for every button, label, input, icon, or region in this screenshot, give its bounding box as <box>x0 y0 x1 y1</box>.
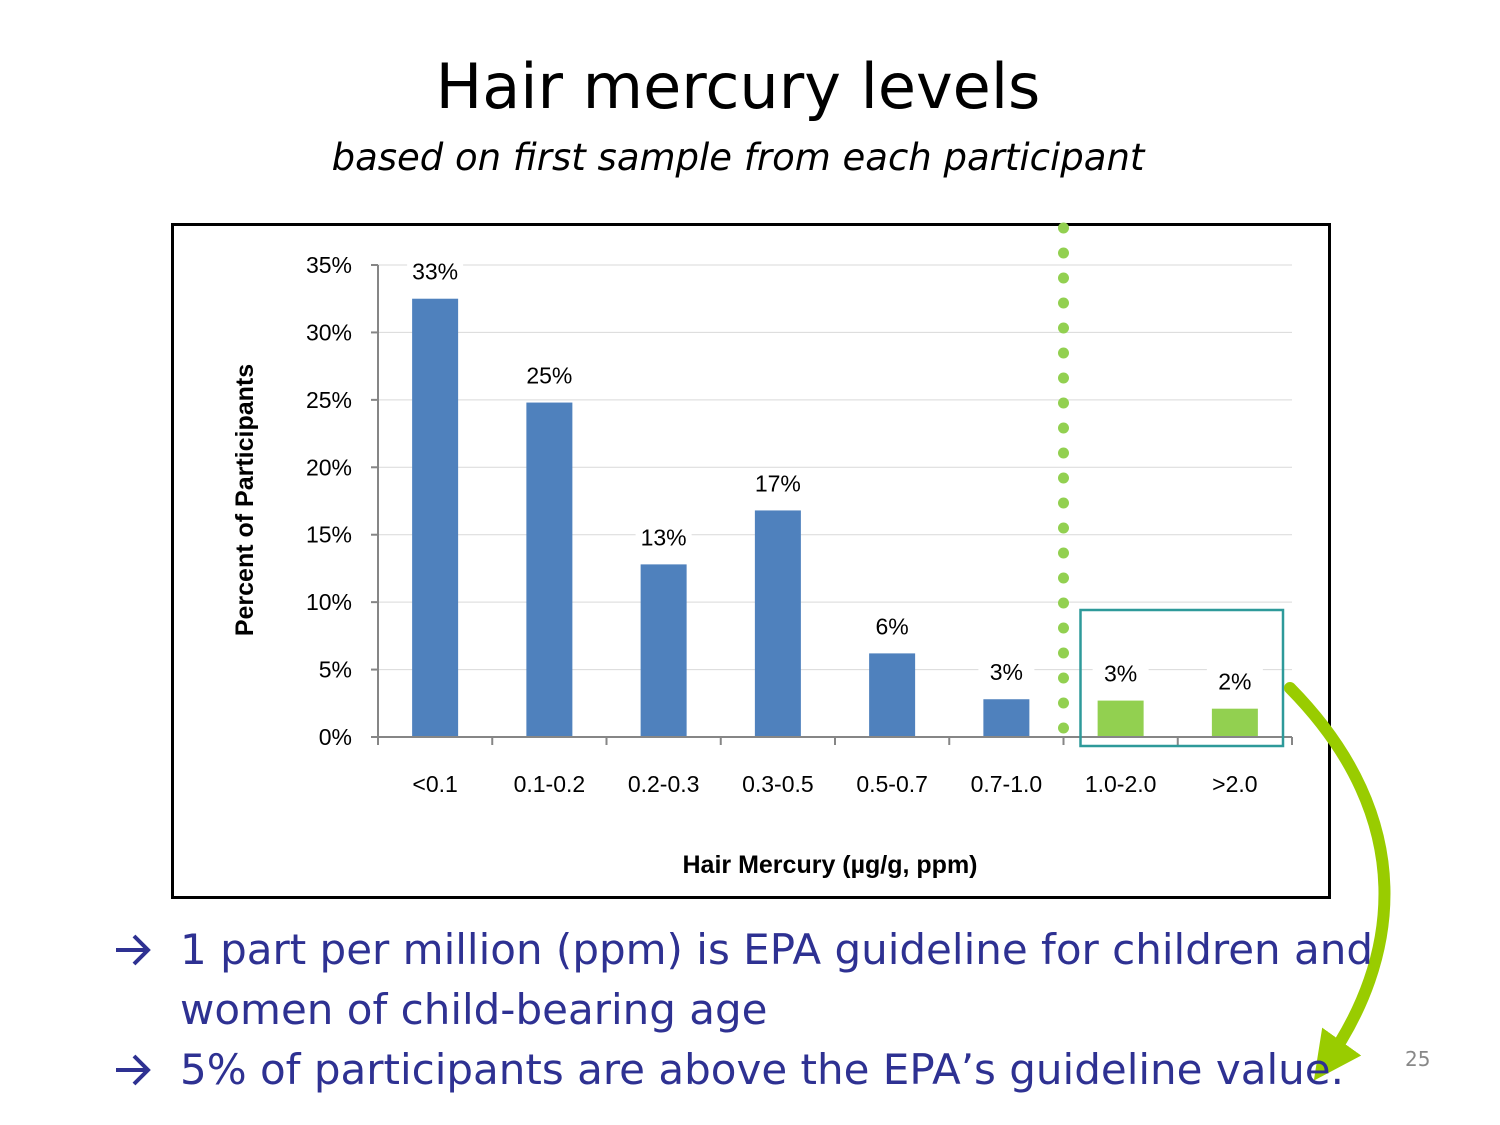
right-arrow-icon <box>110 920 154 996</box>
x-axis-label: Hair Mercury (µg/g, ppm) <box>683 851 978 879</box>
x-tick-label: 0.2-0.3 <box>628 771 700 797</box>
callout-arrow <box>1284 682 1391 1081</box>
x-tick-label: >2.0 <box>1212 771 1257 797</box>
guideline-dot <box>1058 397 1069 409</box>
guideline-dot <box>1058 697 1069 709</box>
x-tick-label: 0.5-0.7 <box>856 771 928 797</box>
data-label: 25% <box>526 363 572 389</box>
y-tick-label: 15% <box>306 522 352 548</box>
y-tick-label: 10% <box>306 589 352 615</box>
data-label-bg <box>521 360 578 389</box>
bar <box>526 402 573 737</box>
x-tick-label: <0.1 <box>412 771 457 797</box>
guideline-dot <box>1058 497 1069 509</box>
guideline-dot <box>1058 647 1069 659</box>
y-tick-label: 5% <box>319 657 352 683</box>
bullet-text: 5% of participants are above the EPA’s g… <box>180 1045 1344 1094</box>
data-label-bg <box>407 256 464 285</box>
data-label-bg <box>978 657 1035 686</box>
data-label-bg <box>1206 666 1263 695</box>
slide-title: Hair mercury levels <box>435 50 1041 123</box>
bar <box>1211 708 1258 737</box>
guideline-dot <box>1058 247 1069 259</box>
y-tick-label: 25% <box>306 387 352 413</box>
bullet-item-above-guideline: 5% of participants are above the EPA’s g… <box>110 1040 1390 1100</box>
labels: 0% 5% 10% 15% 20% 25% 30% 35% 33% <0.1 25% 0.1-0.2 1… <box>306 252 1263 797</box>
data-label: 3% <box>990 659 1023 685</box>
guideline-dot <box>1058 372 1069 384</box>
guideline-dot <box>1058 297 1069 309</box>
data-label-bg <box>635 522 692 551</box>
y-axis-label: Percent of Participants <box>231 364 259 636</box>
data-label-bg <box>749 468 806 497</box>
bar <box>1097 700 1144 737</box>
data-label: 33% <box>412 259 458 285</box>
y-tick-label: 20% <box>306 454 352 480</box>
axes <box>371 264 1293 745</box>
highlight-box <box>1079 608 1285 748</box>
data-label: 13% <box>641 524 687 550</box>
data-label: 6% <box>876 613 909 639</box>
x-tick-label: 0.7-1.0 <box>971 771 1043 797</box>
data-label-bg <box>864 611 921 640</box>
overlay <box>1058 222 1391 1081</box>
bars <box>412 298 1258 737</box>
bar <box>983 699 1030 737</box>
guideline-dot <box>1058 572 1069 584</box>
guideline-dot <box>1058 422 1069 434</box>
bar <box>869 653 916 737</box>
guideline-dot <box>1058 447 1069 459</box>
data-label-bg <box>1092 658 1149 687</box>
guideline-dot <box>1058 522 1069 534</box>
x-tick-label: 0.1-0.2 <box>514 771 586 797</box>
y-tick-label: 30% <box>306 319 352 345</box>
guideline-dot <box>1058 347 1069 359</box>
bar <box>412 298 459 737</box>
x-tick-label: 1.0-2.0 <box>1085 771 1157 797</box>
x-tick-label: 0.3-0.5 <box>742 771 814 797</box>
slide-subtitle: based on first sample from each particip… <box>331 136 1145 179</box>
chart-frame <box>171 223 1331 899</box>
bullet-item-guideline: 1 part per million (ppm) is EPA guidelin… <box>110 920 1390 1040</box>
bullet-text: 1 part per million (ppm) is EPA guidelin… <box>180 925 1374 1034</box>
y-tick-label: 0% <box>319 724 352 750</box>
guideline-dot <box>1058 597 1069 609</box>
guideline-dot <box>1058 547 1069 559</box>
bar <box>754 510 801 737</box>
guideline-dot <box>1058 672 1069 684</box>
guideline-dot <box>1058 222 1069 234</box>
right-arrow-icon <box>110 1040 154 1116</box>
guideline-dot <box>1058 272 1069 284</box>
data-label: 17% <box>755 470 801 496</box>
data-label: 2% <box>1218 669 1251 695</box>
guideline-dot <box>1058 622 1069 634</box>
guideline-dot <box>1058 722 1069 734</box>
page-number: 25 <box>1405 1047 1431 1071</box>
guideline-dot <box>1058 472 1069 484</box>
bullet-list: 1 part per million (ppm) is EPA guidelin… <box>110 920 1390 1100</box>
bar <box>640 564 687 737</box>
data-label: 3% <box>1104 661 1137 687</box>
guideline-dot <box>1058 322 1069 334</box>
y-tick-label: 35% <box>306 252 352 278</box>
